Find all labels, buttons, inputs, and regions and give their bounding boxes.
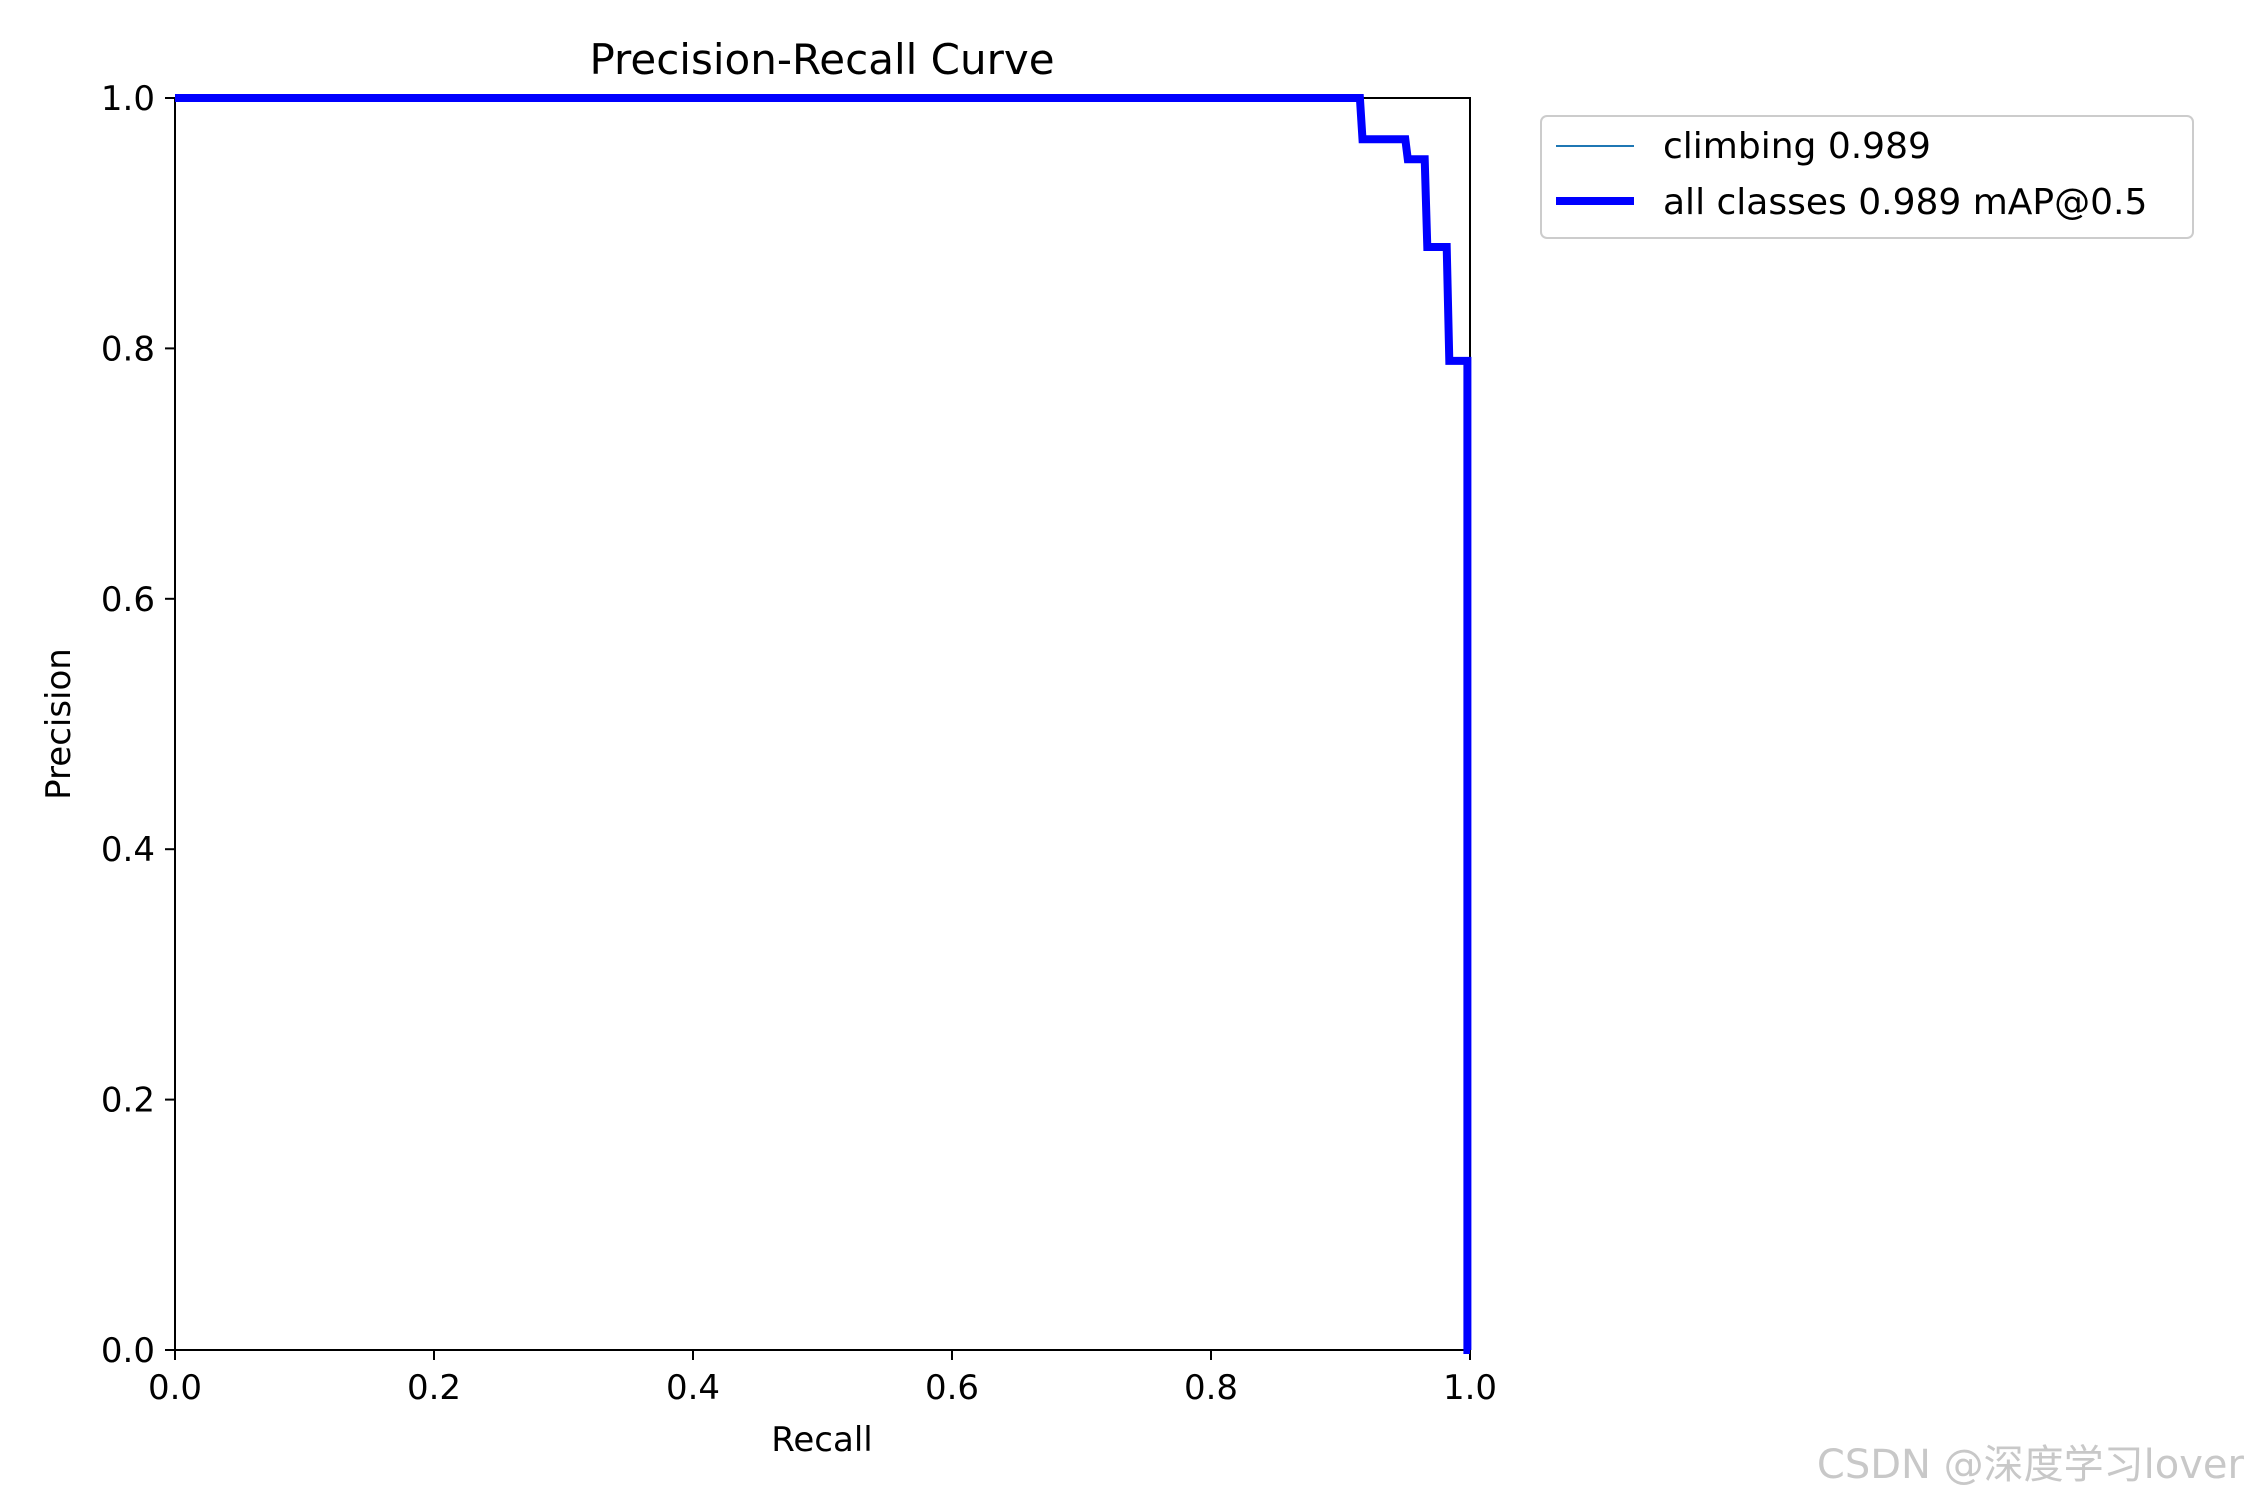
legend-label-all-classes: all classes 0.989 mAP@0.5 [1663,182,2147,223]
x-tick-label: 0.8 [1184,1368,1238,1408]
x-tick-label: 0.4 [666,1368,720,1408]
y-tick-label: 0.4 [101,830,155,870]
legend-label-climbing: climbing 0.989 [1663,126,1931,167]
y-axis-ticks: 0.0 0.2 0.4 0.6 0.8 1.0 [101,79,175,1371]
series-line-all-classes [175,94,1472,1354]
x-tick-label: 1.0 [1443,1368,1497,1408]
x-axis-ticks: 0.0 0.2 0.4 0.6 0.8 1.0 [148,1350,1497,1408]
legend-frame [1540,115,2194,239]
x-axis-title: Recall [771,1420,872,1460]
x-tick-label: 0.6 [925,1368,979,1408]
legend: climbing 0.989 all classes 0.989 mAP@0.5 [1540,115,2194,239]
y-tick-label: 0.8 [101,329,155,369]
y-tick-label: 0.0 [101,1331,155,1371]
y-tick-label: 0.2 [101,1081,155,1121]
chart-title: Precision-Recall Curve [589,35,1054,84]
series-lines [175,94,1472,1354]
y-tick-label: 0.6 [101,580,155,620]
x-tick-label: 0.2 [407,1368,461,1408]
y-axis-title: Precision [39,648,79,800]
watermark: CSDN @深度学习lover [1817,1442,2245,1488]
x-tick-label: 0.0 [148,1368,202,1408]
y-tick-label: 1.0 [101,79,155,119]
